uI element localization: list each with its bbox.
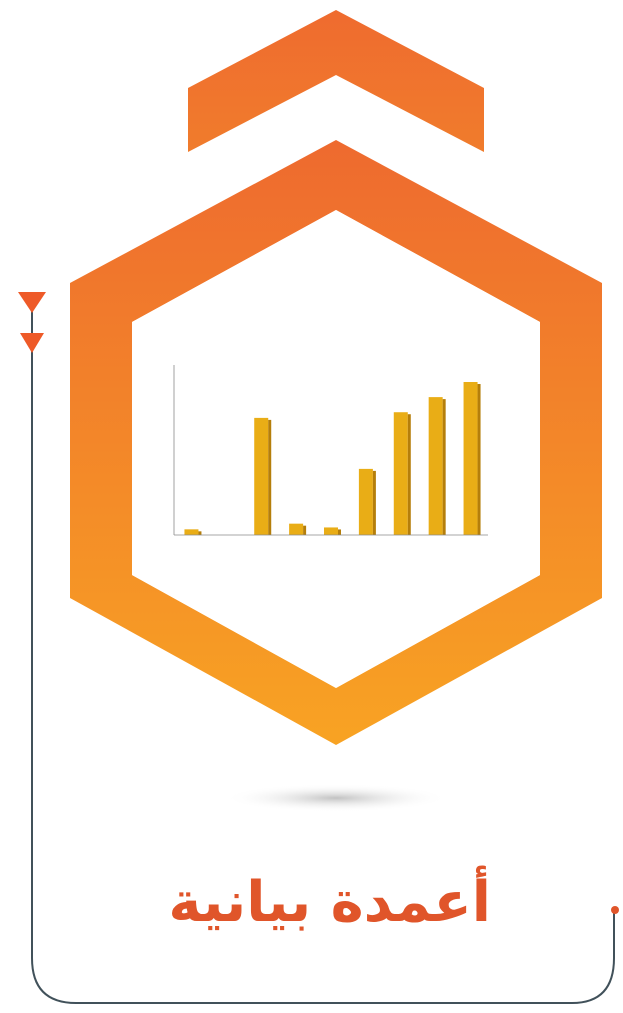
- bar-series: [184, 382, 481, 535]
- arrow-down-icon: [18, 292, 46, 313]
- arrow-down-icon: [20, 333, 44, 353]
- chart-bar: [428, 397, 446, 535]
- bar-side: [338, 529, 341, 535]
- bar-face: [254, 417, 269, 535]
- chevron-up-icon: [188, 10, 484, 152]
- chart-bar: [463, 382, 481, 535]
- connector-line: [31, 300, 615, 1004]
- bar-side: [198, 531, 202, 535]
- bar-face: [463, 382, 478, 535]
- bar-side: [442, 399, 446, 535]
- bar-face: [393, 412, 408, 535]
- hexagon-inner: [132, 210, 540, 688]
- chart-bar: [393, 412, 411, 535]
- graphic-title: أعمدة بيانية: [168, 870, 491, 935]
- bar-face: [324, 527, 338, 535]
- bar-side: [268, 419, 272, 535]
- chart-bar: [184, 529, 202, 535]
- shadow: [224, 784, 448, 812]
- connector-dot: [611, 906, 619, 914]
- bar-face: [358, 468, 373, 535]
- bar-side: [303, 525, 307, 535]
- chart-bar: [254, 417, 272, 535]
- bar-side: [477, 384, 481, 535]
- bar-side: [372, 470, 376, 535]
- bar-chart: [173, 365, 488, 536]
- chart-bar: [289, 523, 307, 535]
- bar-face: [184, 529, 199, 535]
- chart-bar: [324, 527, 341, 535]
- bar-side: [407, 414, 411, 535]
- bar-face: [428, 397, 443, 535]
- bar-face: [289, 523, 304, 535]
- chart-bar: [358, 468, 376, 535]
